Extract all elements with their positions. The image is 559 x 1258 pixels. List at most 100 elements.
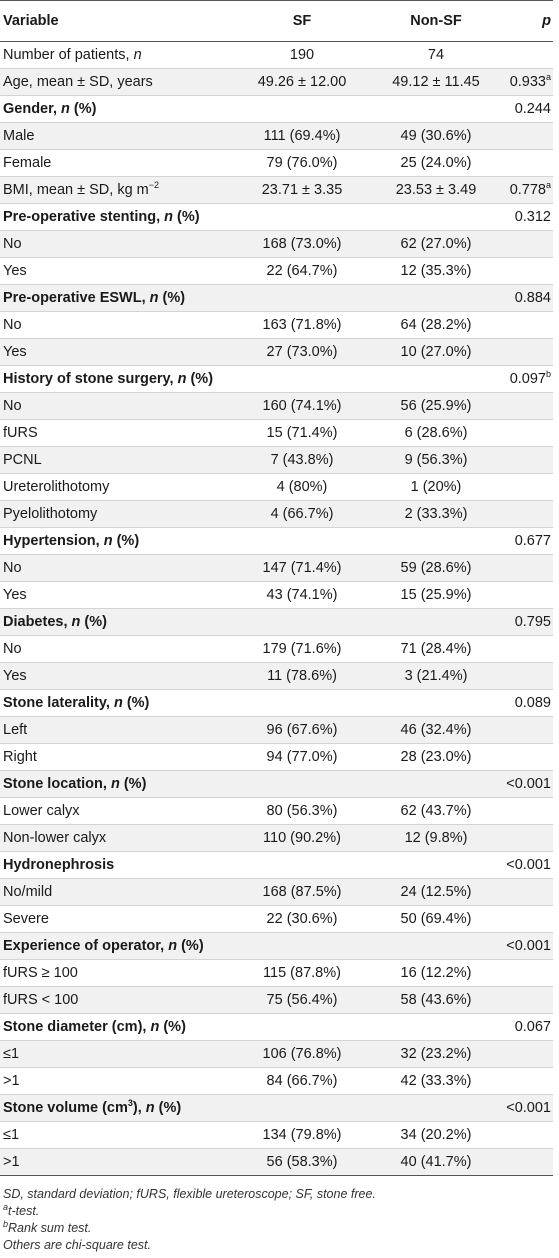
section-row: Hypertension, n (%) 0.677 (0, 527, 553, 555)
p-value-cell (500, 500, 553, 528)
variable-cell: No (0, 311, 232, 339)
sf-value-cell: 80 (56.3%) (232, 797, 372, 825)
variable-label-suffix: (%) (119, 776, 147, 792)
variable-cell: Female (0, 149, 232, 177)
variable-label: Experience of operator, (3, 938, 169, 954)
variable-label: >1 (3, 1154, 20, 1170)
p-value-cell: 0.677 (500, 527, 553, 555)
p-value-cell: <0.001 (500, 770, 553, 798)
variable-label: Right (3, 749, 37, 765)
p-value-cell (500, 473, 553, 501)
variable-label: Yes (3, 587, 27, 603)
p-value-cell: 0.244 (500, 95, 553, 123)
variable-cell: No (0, 392, 232, 420)
sf-value-cell: 75 (56.4%) (232, 986, 372, 1014)
p-value: 0.244 (514, 101, 551, 117)
footnote-a-text: t-test. (8, 1204, 40, 1218)
table-row: Male 111 (69.4%) 49 (30.6%) (0, 122, 553, 150)
p-value: <0.001 (506, 776, 551, 792)
variable-label: fURS (3, 425, 38, 441)
non-sf-value-cell: 58 (43.6%) (372, 986, 500, 1014)
variable-cell: Yes (0, 662, 232, 690)
variable-label-suffix: (%) (173, 209, 200, 225)
variable-cell: Pre-operative ESWL, n (%) (0, 284, 232, 312)
variable-label-suffix: (%) (159, 1019, 186, 1035)
sf-value-cell: 110 (90.2%) (232, 824, 372, 852)
sf-value-cell: 43 (74.1%) (232, 581, 372, 609)
variable-label-n: n (71, 614, 81, 630)
section-row: Stone location, n (%) <0.001 (0, 770, 553, 798)
variable-label: Pre-operative stenting, (3, 209, 165, 225)
variable-label-n: n (103, 533, 113, 549)
variable-cell: ≤1 (0, 1121, 232, 1149)
variable-cell: Hypertension, n (%) (0, 527, 232, 555)
p-value-cell (500, 1121, 553, 1149)
p-value-cell (500, 959, 553, 987)
sf-value-cell: 111 (69.4%) (232, 122, 372, 150)
sf-value-cell: 163 (71.8%) (232, 311, 372, 339)
non-sf-value-cell: 49 (30.6%) (372, 122, 500, 150)
sf-value-cell (232, 770, 372, 798)
non-sf-value-cell (372, 527, 500, 555)
non-sf-value-cell: 50 (69.4%) (372, 905, 500, 933)
sf-value-cell (232, 608, 372, 636)
section-row: Pre-operative stenting, n (%) 0.312 (0, 203, 553, 231)
table-row: fURS < 100 75 (56.4%) 58 (43.6%) (0, 986, 553, 1014)
variable-cell: Diabetes, n (%) (0, 608, 232, 636)
variable-label-n: n (150, 1019, 160, 1035)
p-value: 0.097 (509, 371, 546, 387)
sf-value-cell: 94 (77.0%) (232, 743, 372, 771)
non-sf-value-cell: 1 (20%) (372, 473, 500, 501)
variable-label-n: n (110, 776, 120, 792)
non-sf-value-cell (372, 284, 500, 312)
p-value: 0.795 (514, 614, 551, 630)
table-row: Severe 22 (30.6%) 50 (69.4%) (0, 905, 553, 933)
p-value-cell (500, 338, 553, 366)
sf-value-cell (232, 284, 372, 312)
p-value-cell (500, 581, 553, 609)
variable-label: >1 (3, 1073, 20, 1089)
table-row: Non-lower calyx 110 (90.2%) 12 (9.8%) (0, 824, 553, 852)
p-value-cell (500, 878, 553, 906)
variable-label: Stone volume (cm (3, 1100, 128, 1116)
non-sf-value-cell: 74 (372, 41, 500, 69)
p-value-cell: <0.001 (500, 1094, 553, 1122)
section-row: Stone diameter (cm), n (%) 0.067 (0, 1013, 553, 1041)
variable-cell: Age, mean ± SD, years (0, 68, 232, 96)
non-sf-value-cell: 56 (25.9%) (372, 392, 500, 420)
non-sf-value-cell (372, 365, 500, 393)
variable-label: Stone laterality, (3, 695, 114, 711)
non-sf-value-cell: 12 (9.8%) (372, 824, 500, 852)
non-sf-value-cell: 46 (32.4%) (372, 716, 500, 744)
section-row: Pre-operative ESWL, n (%) 0.884 (0, 284, 553, 312)
p-value-cell (500, 122, 553, 150)
non-sf-value-cell: 3 (21.4%) (372, 662, 500, 690)
p-value: 0.778 (509, 182, 546, 198)
variable-label-n: n (145, 1100, 155, 1116)
table-row: Number of patients, n 190 74 (0, 41, 553, 69)
p-value: 0.933 (509, 74, 546, 90)
variable-label: Female (3, 155, 52, 171)
section-row: Hydronephrosis <0.001 (0, 851, 553, 879)
variable-label: fURS < 100 (3, 992, 79, 1008)
table-row: No 179 (71.6%) 71 (28.4%) (0, 635, 553, 663)
p-value-cell: 0.884 (500, 284, 553, 312)
sf-value-cell: 22 (64.7%) (232, 257, 372, 285)
variable-cell: Yes (0, 338, 232, 366)
table-row: Ureterolithotomy 4 (80%) 1 (20%) (0, 473, 553, 501)
p-value-cell: 0.067 (500, 1013, 553, 1041)
variable-label-suffix: (%) (80, 614, 107, 630)
variable-label-n: n (168, 938, 178, 954)
variable-label: No/mild (3, 884, 53, 900)
section-row: Gender, n (%) 0.244 (0, 95, 553, 123)
variable-cell: No (0, 635, 232, 663)
sf-value-cell: 27 (73.0%) (232, 338, 372, 366)
table-row: >1 56 (58.3%) 40 (41.7%) (0, 1148, 553, 1176)
p-value-cell (500, 824, 553, 852)
variable-label: ≤1 (3, 1046, 20, 1062)
variable-cell: Right (0, 743, 232, 771)
variable-label: Pyelolithotomy (3, 506, 98, 522)
table-row: No/mild 168 (87.5%) 24 (12.5%) (0, 878, 553, 906)
non-sf-value-cell: 64 (28.2%) (372, 311, 500, 339)
